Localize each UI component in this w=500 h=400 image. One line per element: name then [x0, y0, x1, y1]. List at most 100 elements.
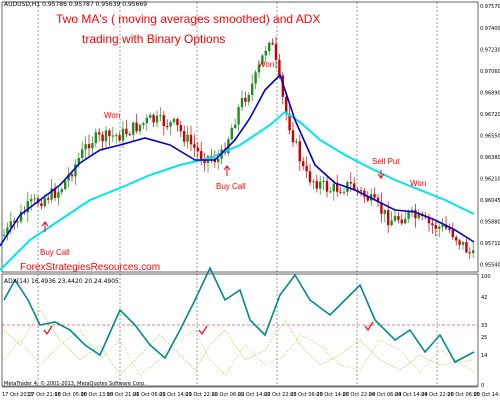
time-tick: 22 Oct 22:00: [264, 392, 297, 398]
candle-body: [451, 229, 454, 238]
price-tick: 0.96380: [480, 155, 500, 161]
won-label-1: Won: [104, 111, 121, 120]
candle-body: [189, 134, 193, 145]
candlesticks: [2, 36, 475, 260]
candle-body: [142, 123, 145, 125]
candle-body: [322, 180, 325, 182]
candle-body: [387, 210, 390, 226]
candle-body: [461, 242, 465, 245]
candle-body: [19, 211, 23, 222]
won-label-2: Won: [258, 60, 275, 69]
candle-body: [281, 75, 284, 97]
candle-body: [183, 131, 186, 142]
candle-body: [84, 144, 87, 150]
candle-body: [193, 144, 196, 148]
adx-level-tick: 42: [481, 295, 487, 301]
time-tick: 21 Oct 14:00: [159, 392, 192, 398]
candle-body: [104, 130, 108, 142]
candle-body: [274, 44, 278, 60]
candle-body: [81, 149, 84, 158]
sell-put-label: Sell Put: [372, 157, 400, 166]
candle-body: [186, 134, 189, 142]
candle-body: [108, 130, 111, 136]
candle-body: [268, 43, 271, 51]
candle-body: [380, 202, 383, 214]
buy-arrow-1: [41, 221, 49, 232]
candle-body: [50, 188, 53, 200]
candle-body: [278, 59, 281, 76]
candle-body: [472, 250, 475, 254]
buy-call-label-1: Buy Call: [40, 248, 70, 257]
candle-body: [57, 192, 60, 198]
candle-body: [251, 83, 254, 95]
adx-level-tick: 0: [481, 383, 484, 389]
sell-arrow: [377, 170, 385, 179]
candle-body: [302, 161, 305, 167]
time-tick: 18 Oct 13:00: [81, 392, 114, 398]
candle-body: [64, 180, 67, 190]
candle-body: [458, 240, 461, 245]
candle-body: [329, 191, 332, 193]
candle-body: [217, 158, 220, 163]
price-tick: 0.95880: [480, 220, 500, 226]
candle-body: [404, 218, 407, 224]
price-tick: 0.96890: [480, 91, 500, 97]
candle-body: [33, 198, 36, 200]
candle-body: [410, 209, 414, 212]
candle-body: [397, 216, 400, 220]
candle-body: [332, 184, 335, 192]
adx-level-tick: 14: [481, 353, 487, 359]
minus-di-line: [3, 329, 475, 376]
candle-body: [312, 181, 315, 183]
candle-body: [91, 143, 94, 149]
time-tick: 24 Oct 06:00: [369, 392, 402, 398]
ohlc-values: 0.95786 0.95787 0.95639 0.95669: [42, 1, 148, 8]
candle-body: [176, 118, 179, 126]
candle-body: [291, 130, 295, 143]
candle-body: [125, 128, 128, 135]
candle-body: [366, 196, 369, 201]
fast-moving-average: [0, 73, 475, 247]
candle-body: [305, 166, 308, 172]
candle-body: [149, 114, 152, 118]
candle-body: [254, 72, 257, 84]
check-mark-2: [198, 325, 208, 336]
adx-line: [3, 266, 475, 364]
candle-body: [400, 219, 403, 224]
candle-body: [172, 118, 176, 123]
candle-body: [132, 122, 135, 135]
candle-body: [43, 198, 46, 207]
candle-body: [152, 114, 155, 123]
symbol-header: AUDUSD,H1 0.95786 0.95787 0.95639 0.9566…: [4, 1, 147, 8]
adx-panel-frame: [1, 273, 479, 387]
candle-body: [98, 132, 101, 135]
price-tick: 0.96720: [480, 112, 500, 118]
candle-body: [444, 224, 448, 229]
candle-body: [434, 225, 437, 229]
candle-body: [94, 132, 97, 144]
candle-body: [393, 216, 397, 221]
plus-di-line: [3, 309, 475, 376]
candle-body: [162, 115, 165, 127]
candle-body: [230, 127, 233, 140]
candle-body: [128, 134, 131, 136]
candle-body: [155, 115, 159, 123]
won-label-3: Won: [410, 179, 427, 188]
candle-body: [359, 190, 363, 192]
time-tick: 21 Oct 22:00: [185, 392, 218, 398]
candle-body: [288, 113, 291, 131]
candle-body: [13, 221, 16, 223]
candle-body: [60, 189, 63, 193]
candle-body: [145, 117, 148, 124]
candle-body: [407, 211, 410, 219]
candle-body: [111, 135, 114, 137]
time-tick: 22 Oct 14:00: [238, 392, 271, 398]
symbol-name: AUDUSD,H1: [4, 1, 41, 8]
buy-call-label-2: Buy Call: [216, 182, 246, 191]
candle-body: [16, 221, 19, 223]
candle-body: [438, 226, 441, 229]
candle-body: [353, 183, 356, 190]
price-tick: 0.96210: [480, 177, 500, 183]
time-tick: 25 Oct 06:00: [447, 392, 480, 398]
candle-body: [257, 64, 261, 73]
